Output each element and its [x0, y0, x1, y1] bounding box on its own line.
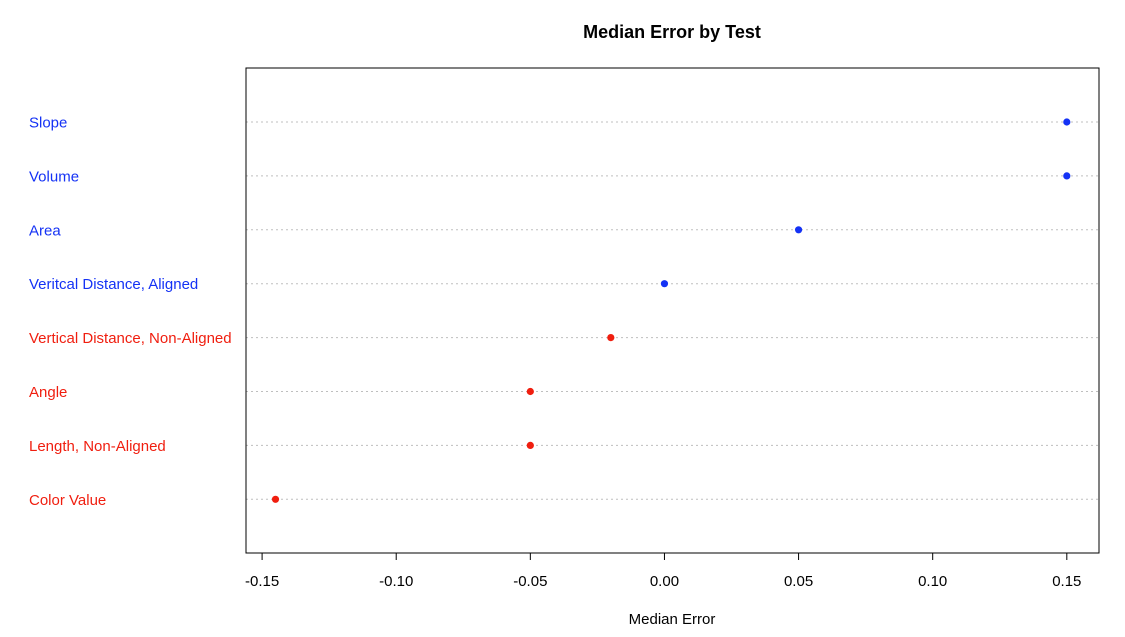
- data-point: [271, 495, 280, 503]
- data-point: [526, 387, 534, 396]
- category-label: Volume: [29, 168, 79, 185]
- category-label: Vertical Distance, Non-Aligned: [29, 330, 232, 347]
- category-label: Angle: [29, 384, 67, 401]
- data-point: [1063, 118, 1071, 126]
- x-tick-label: -0.05: [513, 573, 547, 590]
- chart-title: Median Error by Test: [583, 22, 761, 42]
- x-tick-label: 0.10: [918, 573, 947, 590]
- data-point: [607, 334, 615, 342]
- data-point: [1063, 172, 1071, 180]
- category-label: Color Value: [29, 492, 106, 509]
- plot-frame: [245, 67, 1100, 554]
- grid-lines: [246, 121, 1099, 500]
- category-label: Area: [29, 222, 61, 239]
- data-point: [526, 441, 534, 449]
- category-label: Length, Non-Aligned: [29, 438, 166, 455]
- x-axis-label: Median Error: [629, 611, 716, 628]
- x-tick-label: -0.10: [379, 573, 413, 590]
- x-tick-label: 0.15: [1052, 573, 1081, 590]
- x-tick-label: -0.15: [245, 573, 279, 590]
- x-tick-label: 0.05: [784, 573, 813, 590]
- category-labels: Slope Volume Area Veritcal Distance, Aligne…: [29, 115, 232, 509]
- x-tick-label: 0.00: [650, 573, 679, 590]
- category-label: Slope: [29, 115, 67, 132]
- data-points: [271, 118, 1071, 503]
- data-point: [660, 280, 669, 288]
- x-axis: -0.15 -0.10 -0.05 0.00 0.05 0.10 0.15: [245, 552, 1081, 590]
- data-point: [794, 226, 803, 234]
- category-label: Veritcal Distance, Aligned: [29, 276, 198, 293]
